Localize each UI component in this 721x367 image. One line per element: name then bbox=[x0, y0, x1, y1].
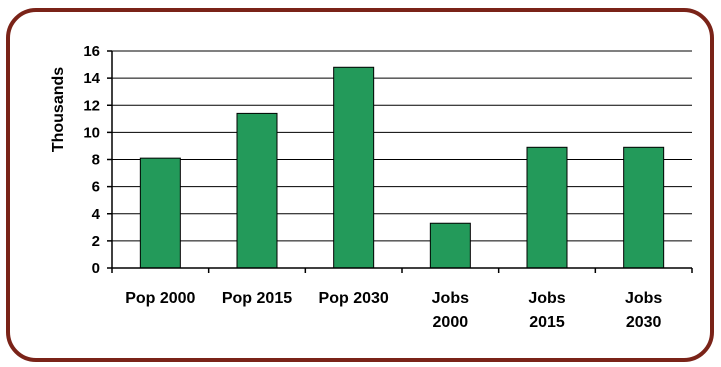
bar bbox=[333, 66, 375, 269]
y-tick-label: 8 bbox=[92, 152, 100, 169]
x-category-label: Jobs bbox=[432, 290, 469, 307]
y-tick-label: 10 bbox=[83, 124, 100, 141]
x-category-label: 2000 bbox=[433, 314, 469, 331]
bars bbox=[139, 66, 665, 269]
axes bbox=[107, 50, 693, 273]
x-category-label: Jobs bbox=[625, 290, 662, 307]
x-category-label: Pop 2015 bbox=[222, 290, 292, 307]
y-tick-label: 0 bbox=[92, 260, 100, 277]
x-category-label: 2030 bbox=[626, 314, 662, 331]
y-tick-label: 16 bbox=[83, 43, 100, 60]
bar bbox=[236, 112, 278, 269]
y-tick-label: 6 bbox=[92, 179, 100, 196]
bar bbox=[623, 146, 665, 269]
bar bbox=[526, 146, 568, 269]
y-tick-label: 14 bbox=[83, 70, 100, 87]
x-category-labels: Pop 2000 Pop 2015 Pop 2030 Jobs 2000 Jobs 2015… bbox=[125, 290, 662, 331]
y-tick-labels: 0 2 4 6 8 10 12 14 16 bbox=[83, 43, 100, 277]
y-tick-label: 12 bbox=[83, 97, 100, 114]
x-category-label: 2015 bbox=[529, 314, 565, 331]
y-axis-title: Thousands bbox=[50, 67, 67, 152]
x-category-label: Jobs bbox=[528, 290, 565, 307]
x-category-label: Pop 2030 bbox=[319, 290, 389, 307]
bar bbox=[429, 222, 471, 269]
y-tick-label: 2 bbox=[92, 233, 100, 250]
bar bbox=[139, 157, 181, 269]
gridlines bbox=[112, 50, 692, 242]
y-tick-label: 4 bbox=[92, 206, 101, 223]
x-category-label: Pop 2000 bbox=[125, 290, 195, 307]
